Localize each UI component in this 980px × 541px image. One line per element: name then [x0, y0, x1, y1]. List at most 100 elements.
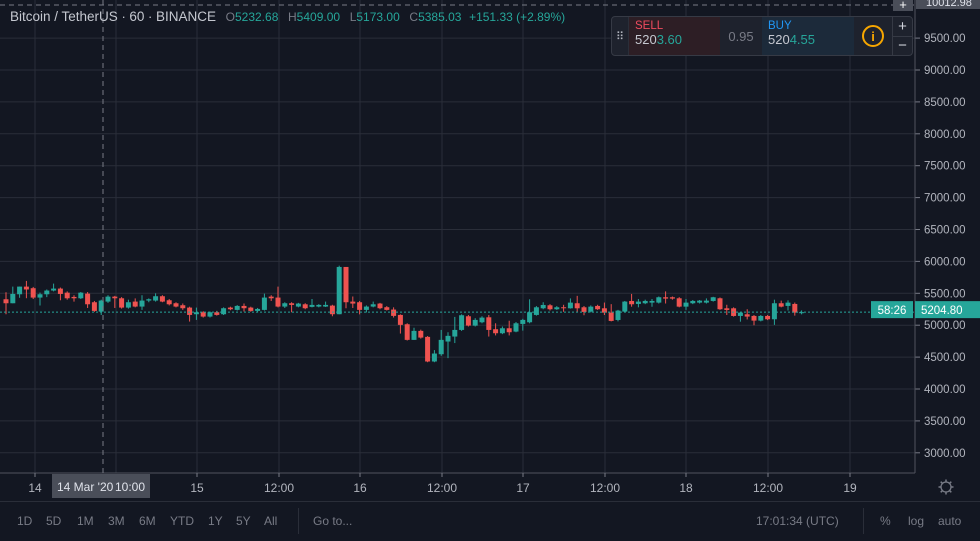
- x-tick-label: 19: [843, 481, 857, 495]
- auto-toggle[interactable]: auto: [938, 514, 962, 528]
- log-toggle[interactable]: log: [908, 514, 925, 528]
- x-tick-label: 15: [190, 481, 204, 495]
- candle: [3, 292, 9, 315]
- candle: [105, 295, 111, 303]
- range-1d[interactable]: 1D: [17, 514, 33, 528]
- range-1m[interactable]: 1M: [77, 514, 94, 528]
- candle-body: [57, 288, 63, 294]
- candle: [180, 303, 186, 310]
- chart-background: [0, 0, 980, 501]
- candle: [479, 316, 485, 324]
- candle-body: [676, 298, 682, 307]
- range-6m[interactable]: 6M: [139, 514, 156, 528]
- candle-body: [397, 314, 403, 325]
- low-value: 5173.00: [356, 10, 400, 24]
- candle: [221, 307, 227, 315]
- symbol-name[interactable]: Bitcoin / TetherUS: [10, 9, 118, 24]
- candle: [343, 266, 349, 309]
- sell-price-minor: 3.60: [656, 32, 683, 47]
- candle-body: [343, 266, 349, 303]
- buy-button[interactable]: BUY 5204.55: [762, 17, 854, 55]
- candle: [717, 297, 723, 310]
- crosshair-add-button[interactable]: +: [893, 0, 913, 11]
- x-tick-label: 16: [353, 481, 367, 495]
- y-tick-label: 4000.00: [924, 384, 966, 396]
- range-5d[interactable]: 5D: [46, 514, 62, 528]
- candle-body: [486, 317, 492, 330]
- candle-body: [717, 298, 723, 310]
- clock[interactable]: 17:01:34 (UTC): [756, 514, 839, 528]
- candle: [268, 295, 274, 301]
- candle: [329, 304, 335, 317]
- candle: [683, 299, 689, 310]
- candle: [193, 307, 199, 320]
- candle: [724, 304, 730, 315]
- quantity-decrease-button[interactable]: −: [898, 37, 907, 55]
- quantity-increase-button[interactable]: +: [893, 17, 912, 37]
- low-label: L: [349, 10, 357, 24]
- close-label: C: [409, 10, 419, 24]
- range-all[interactable]: All: [264, 514, 278, 528]
- candle-body: [799, 312, 805, 314]
- candle-body: [17, 286, 23, 295]
- candle-body: [404, 324, 410, 340]
- candle: [57, 287, 63, 301]
- drag-handle-icon[interactable]: ⠿: [615, 30, 625, 43]
- buy-price-minor: 4.55: [789, 32, 816, 47]
- candle-body: [139, 300, 145, 307]
- percent-toggle[interactable]: %: [880, 514, 891, 528]
- candle: [404, 323, 410, 341]
- range-3m[interactable]: 3M: [108, 514, 125, 528]
- candle: [642, 299, 648, 305]
- y-tick-label: 5000.00: [924, 320, 966, 332]
- y-tick-label: 7500.00: [924, 161, 966, 173]
- candle-body: [751, 315, 757, 321]
- candle: [656, 296, 662, 304]
- candle: [17, 286, 23, 298]
- candle: [527, 299, 533, 324]
- crosshair-date-label: 14 Mar '20: [57, 480, 114, 494]
- x-tick-label: 12:00: [590, 481, 620, 495]
- candle-body: [656, 297, 662, 303]
- candle: [418, 329, 424, 339]
- sell-button[interactable]: SELL 5203.60: [628, 17, 720, 55]
- sell-label: SELL: [635, 20, 664, 32]
- y-tick-label: 9500.00: [924, 33, 966, 45]
- candle-body: [499, 328, 505, 334]
- y-tick-label: 5500.00: [924, 288, 966, 300]
- candle-body: [479, 317, 485, 323]
- spread-value: 0.95: [728, 28, 754, 44]
- open-value: 5232.68: [234, 10, 279, 24]
- candle-body: [329, 305, 335, 315]
- candle: [493, 323, 499, 336]
- candle-body: [785, 302, 791, 306]
- candle: [547, 304, 553, 311]
- price-chart[interactable]: 9500.00 9000.00 8500.00 8000.00 7500.00 7000.…: [0, 0, 980, 501]
- candle: [350, 296, 356, 308]
- candle-body: [78, 292, 84, 299]
- candle-body: [669, 297, 675, 299]
- candle-body: [465, 316, 471, 326]
- candle-body: [10, 293, 16, 304]
- candle: [282, 302, 288, 308]
- info-button[interactable]: i: [854, 17, 892, 55]
- candle-body: [663, 297, 669, 299]
- candle: [302, 303, 308, 310]
- candle-body: [629, 300, 635, 305]
- candle: [139, 295, 145, 310]
- candle-body: [289, 303, 295, 305]
- candle-body: [533, 307, 539, 315]
- candle-body: [459, 315, 465, 330]
- range-5y[interactable]: 5Y: [236, 514, 251, 528]
- goto-button[interactable]: Go to...: [313, 514, 353, 528]
- range-1y[interactable]: 1Y: [208, 514, 223, 528]
- gear-icon[interactable]: [938, 479, 954, 495]
- range-ytd[interactable]: YTD: [170, 514, 194, 528]
- candle: [295, 302, 301, 308]
- candle: [227, 306, 233, 311]
- candle-body: [506, 328, 512, 333]
- candle-body: [227, 307, 233, 310]
- candle-body: [173, 303, 179, 307]
- candle: [377, 302, 383, 310]
- bottom-toolbar: 1D 5D 1M 3M 6M YTD 1Y 5Y All Go to... 17…: [0, 501, 980, 541]
